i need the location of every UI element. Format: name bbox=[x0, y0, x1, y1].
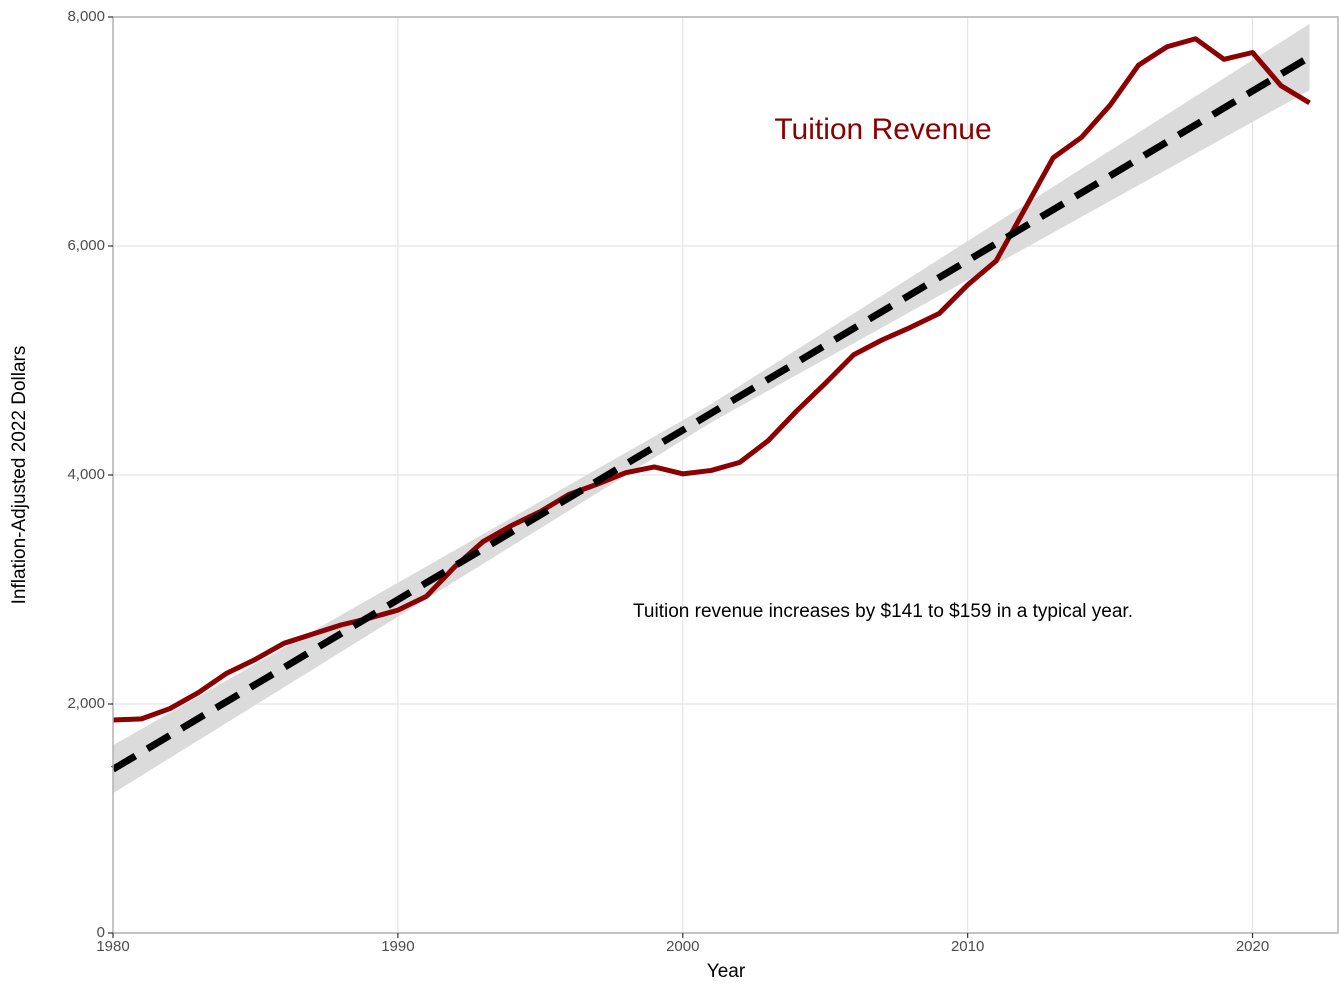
y-tick-label: 8,000 bbox=[67, 8, 105, 25]
y-tick-label: 6,000 bbox=[67, 237, 105, 254]
y-tick-label: 0 bbox=[97, 924, 105, 941]
annotation: Tuition revenue increases by $141 to $15… bbox=[633, 601, 1133, 622]
confidence-band bbox=[113, 23, 1310, 794]
x-tick-label: 1990 bbox=[381, 938, 414, 955]
trend-line bbox=[111, 54, 1312, 773]
x-tick-label: 2000 bbox=[666, 938, 699, 955]
series-line bbox=[112, 36, 1311, 723]
series-label: Tuition Revenue bbox=[774, 113, 991, 146]
y-axis-title: Inflation-Adjusted 2022 Dollars bbox=[9, 346, 30, 605]
y-tick-label: 4,000 bbox=[67, 466, 105, 483]
x-tick-label: 2010 bbox=[951, 938, 984, 955]
x-axis-title: Year bbox=[707, 961, 746, 982]
x-tick-label: 2020 bbox=[1236, 938, 1269, 955]
x-tick-label: 1980 bbox=[96, 938, 129, 955]
y-tick-label: 2,000 bbox=[67, 695, 105, 712]
